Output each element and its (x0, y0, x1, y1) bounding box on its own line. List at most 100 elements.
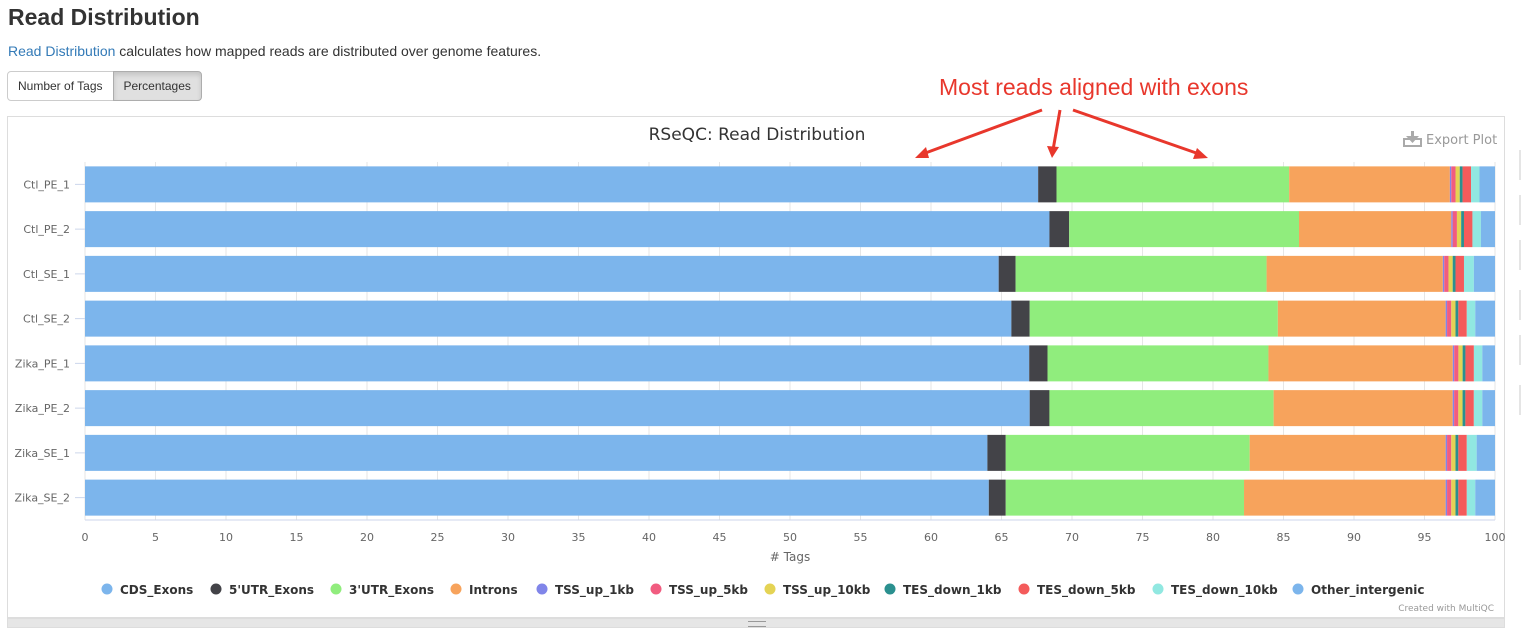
bar-segment-3-utr-exons[interactable] (1069, 211, 1300, 248)
plot-resize-handle[interactable] (7, 618, 1505, 628)
bar-segment-tss-up-1kb[interactable] (1445, 434, 1448, 471)
bar-segment-tes-down-1kb[interactable] (1455, 479, 1459, 516)
legend-item-tss-up-5kb[interactable]: TSS_up_5kb (650, 583, 749, 598)
bar-segment-5-utr-exons[interactable] (1029, 345, 1048, 382)
bar-segment-cds-exons[interactable] (85, 166, 1039, 203)
bar-segment-cds-exons[interactable] (85, 345, 1030, 382)
bar-segment-tss-up-10kb[interactable] (1458, 345, 1463, 382)
bar-segment-tes-down-10kb[interactable] (1466, 300, 1476, 337)
bar-segment-3-utr-exons[interactable] (1047, 345, 1269, 382)
legend-item-tes-down-5kb[interactable]: TES_down_5kb (1018, 583, 1136, 598)
bar-segment-other-intergenic[interactable] (1475, 300, 1495, 337)
bar-segment-tss-up-1kb[interactable] (1442, 255, 1445, 292)
bar-segment-other-intergenic[interactable] (1476, 434, 1495, 471)
bar-segment-cds-exons[interactable] (85, 300, 1012, 337)
bar-segment-tss-up-1kb[interactable] (1452, 345, 1455, 382)
legend-item-introns[interactable]: Introns (450, 583, 518, 597)
bar-segment-tss-up-5kb[interactable] (1452, 211, 1457, 248)
legend-item-cds-exons[interactable]: CDS_Exons (101, 583, 194, 598)
bar-segment-5-utr-exons[interactable] (1038, 166, 1057, 203)
bar-segment-tes-down-1kb[interactable] (1455, 300, 1459, 337)
bar-segment-other-intergenic[interactable] (1482, 345, 1495, 382)
bar-segment-5-utr-exons[interactable] (1049, 211, 1070, 248)
bar-segment-tes-down-5kb[interactable] (1458, 300, 1467, 337)
bar-segment-introns[interactable] (1299, 211, 1452, 248)
bar-segment-tss-up-10kb[interactable] (1455, 166, 1460, 203)
bar-segment-3-utr-exons[interactable] (1015, 255, 1267, 292)
bar-segment-tes-down-10kb[interactable] (1472, 211, 1481, 248)
bar-segment-tss-up-1kb[interactable] (1445, 300, 1448, 337)
bar-segment-tss-up-5kb[interactable] (1454, 345, 1459, 382)
bar-segment-tes-down-5kb[interactable] (1455, 255, 1464, 292)
bar-segment-3-utr-exons[interactable] (1029, 300, 1278, 337)
bar-segment-tes-down-1kb[interactable] (1462, 390, 1466, 427)
bar-segment-5-utr-exons[interactable] (998, 255, 1016, 292)
export-plot-button[interactable]: Export Plot (1403, 131, 1497, 148)
bar-segment-tes-down-1kb[interactable] (1461, 211, 1464, 248)
bar-segment-tes-down-10kb[interactable] (1471, 166, 1480, 203)
bar-segment-tss-up-1kb[interactable] (1452, 390, 1455, 427)
legend-item-tss-up-10kb[interactable]: TSS_up_10kb (764, 583, 871, 598)
bar-segment-tss-up-5kb[interactable] (1444, 255, 1449, 292)
bar-segment-3-utr-exons[interactable] (1049, 390, 1274, 427)
legend-item-5-utr-exons[interactable]: 5'UTR_Exons (210, 583, 315, 598)
bar-segment-tss-up-10kb[interactable] (1451, 479, 1456, 516)
bar-segment-tss-up-1kb[interactable] (1451, 211, 1453, 248)
number-of-tags-button[interactable]: Number of Tags (7, 71, 114, 101)
bar-segment-tss-up-10kb[interactable] (1448, 255, 1453, 292)
bar-segment-tes-down-1kb[interactable] (1452, 255, 1456, 292)
bar-segment-5-utr-exons[interactable] (1011, 300, 1030, 337)
bar-segment-cds-exons[interactable] (85, 479, 989, 516)
bar-segment-tes-down-10kb[interactable] (1473, 345, 1483, 382)
bar-segment-tes-down-5kb[interactable] (1465, 345, 1474, 382)
bar-segment-tss-up-5kb[interactable] (1447, 479, 1452, 516)
bar-segment-tss-up-10kb[interactable] (1456, 211, 1462, 248)
bar-segment-tes-down-5kb[interactable] (1458, 479, 1467, 516)
bar-segment-tss-up-1kb[interactable] (1449, 166, 1452, 203)
legend-item-3-utr-exons[interactable]: 3'UTR_Exons (330, 583, 435, 598)
bar-segment-other-intergenic[interactable] (1475, 479, 1495, 516)
bar-segment-tss-up-5kb[interactable] (1454, 390, 1459, 427)
bar-segment-introns[interactable] (1277, 300, 1446, 337)
bar-segment-other-intergenic[interactable] (1480, 211, 1495, 248)
read-distribution-link[interactable]: Read Distribution (8, 43, 116, 59)
bar-segment-tes-down-10kb[interactable] (1466, 434, 1477, 471)
bar-segment-introns[interactable] (1266, 255, 1443, 292)
bar-segment-tss-up-5kb[interactable] (1451, 166, 1456, 203)
bar-segment-tss-up-10kb[interactable] (1451, 434, 1456, 471)
bar-segment-tes-down-1kb[interactable] (1455, 434, 1459, 471)
bar-segment-cds-exons[interactable] (85, 434, 988, 471)
bar-segment-tes-down-10kb[interactable] (1463, 255, 1474, 292)
bar-segment-introns[interactable] (1244, 479, 1446, 516)
legend-item-tes-down-1kb[interactable]: TES_down_1kb (884, 583, 1002, 598)
legend-item-other-intergenic[interactable]: Other_intergenic (1292, 583, 1425, 598)
bar-segment-tss-up-10kb[interactable] (1458, 390, 1463, 427)
bar-segment-other-intergenic[interactable] (1473, 255, 1495, 292)
bar-segment-3-utr-exons[interactable] (1056, 166, 1290, 203)
bar-segment-tes-down-1kb[interactable] (1459, 166, 1463, 203)
bar-segment-tss-up-5kb[interactable] (1447, 300, 1452, 337)
bar-segment-3-utr-exons[interactable] (1005, 434, 1250, 471)
bar-segment-tes-down-5kb[interactable] (1458, 434, 1467, 471)
bar-segment-tes-down-10kb[interactable] (1473, 390, 1483, 427)
bar-segment-tss-up-10kb[interactable] (1451, 300, 1456, 337)
bar-segment-tes-down-1kb[interactable] (1462, 345, 1466, 382)
bar-segment-5-utr-exons[interactable] (988, 479, 1006, 516)
bar-segment-tes-down-10kb[interactable] (1466, 479, 1476, 516)
bar-segment-introns[interactable] (1289, 166, 1450, 203)
bar-segment-3-utr-exons[interactable] (1005, 479, 1245, 516)
bar-segment-other-intergenic[interactable] (1479, 166, 1495, 203)
bar-segment-cds-exons[interactable] (85, 255, 999, 292)
bar-segment-other-intergenic[interactable] (1482, 390, 1495, 427)
bar-segment-tss-up-1kb[interactable] (1445, 479, 1448, 516)
legend-item-tes-down-10kb[interactable]: TES_down_10kb (1152, 583, 1279, 598)
bar-segment-cds-exons[interactable] (85, 390, 1030, 427)
percentages-button[interactable]: Percentages (112, 71, 202, 101)
bar-segment-5-utr-exons[interactable] (987, 434, 1006, 471)
bar-segment-introns[interactable] (1249, 434, 1446, 471)
bar-segment-5-utr-exons[interactable] (1029, 390, 1050, 427)
bar-segment-tss-up-5kb[interactable] (1447, 434, 1452, 471)
bar-segment-tes-down-5kb[interactable] (1463, 211, 1473, 248)
legend-item-tss-up-1kb[interactable]: TSS_up_1kb (536, 583, 635, 598)
bar-segment-introns[interactable] (1268, 345, 1453, 382)
